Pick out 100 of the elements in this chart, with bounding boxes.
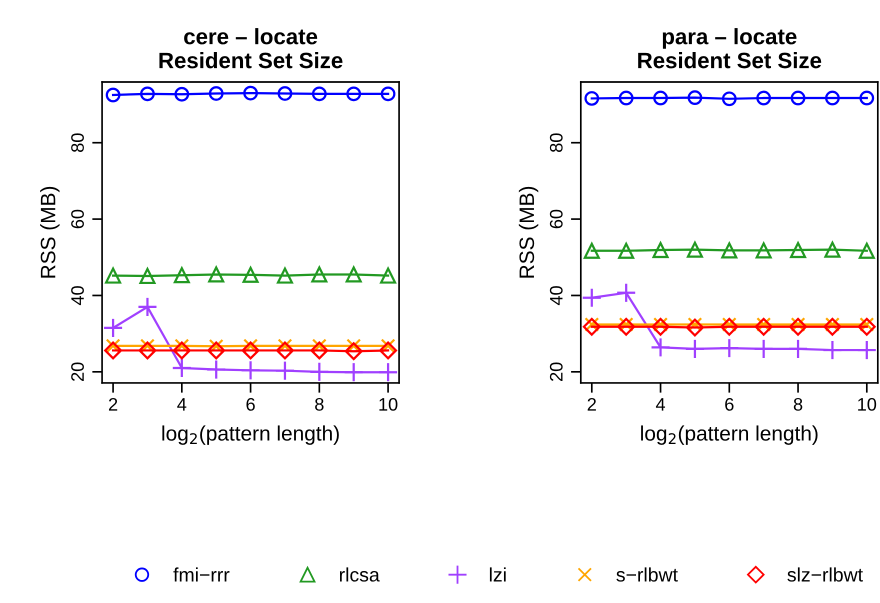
point xyxy=(380,86,396,102)
point xyxy=(858,318,876,336)
point xyxy=(208,86,224,101)
point xyxy=(824,242,840,258)
point xyxy=(208,266,224,283)
point xyxy=(859,90,874,106)
point xyxy=(309,362,330,382)
point xyxy=(652,242,669,258)
point xyxy=(822,340,843,360)
point xyxy=(311,266,328,283)
point xyxy=(856,340,877,360)
x-tick-label: 2 xyxy=(588,398,596,411)
point xyxy=(652,318,670,336)
point xyxy=(278,86,292,101)
point xyxy=(618,90,634,106)
point xyxy=(346,266,362,283)
point xyxy=(617,318,636,336)
point xyxy=(582,318,601,336)
x-axis-title: log$_{2}$(pattern length) xyxy=(162,425,339,445)
x-tick-label: 8 xyxy=(794,398,802,411)
point xyxy=(242,266,259,283)
point xyxy=(312,86,327,102)
point xyxy=(174,86,190,102)
point xyxy=(242,341,260,360)
point xyxy=(105,268,122,284)
chart-title: cere – locate Resident Set Size xyxy=(159,28,342,68)
point xyxy=(106,88,120,102)
point xyxy=(616,282,636,303)
point xyxy=(276,341,294,360)
legend-label: rlcsa xyxy=(340,567,380,582)
point xyxy=(310,341,328,360)
point xyxy=(139,268,156,284)
x-tick-label: 4 xyxy=(177,398,186,411)
point xyxy=(137,296,158,318)
y-tick-label: 20 xyxy=(550,362,563,381)
point xyxy=(380,268,396,284)
y-tick-label: 60 xyxy=(71,210,84,228)
y-tick-label: 40 xyxy=(71,286,84,306)
x-tick-label: 10 xyxy=(379,398,398,411)
point xyxy=(720,318,738,336)
chart-title: para – locate Resident Set Size xyxy=(638,28,822,68)
point xyxy=(788,338,808,360)
point xyxy=(790,242,806,258)
point xyxy=(756,90,772,106)
point xyxy=(138,341,156,360)
point xyxy=(243,86,258,100)
point xyxy=(172,341,191,360)
point xyxy=(858,242,875,259)
point xyxy=(582,288,602,308)
point xyxy=(172,358,192,378)
point xyxy=(174,267,190,284)
point xyxy=(754,318,773,336)
point xyxy=(584,242,600,259)
point xyxy=(686,318,704,337)
point xyxy=(653,90,668,106)
point xyxy=(790,90,806,106)
x-tick-label: 8 xyxy=(315,398,324,411)
y-tick-label: 80 xyxy=(550,133,563,152)
point xyxy=(756,242,772,258)
point xyxy=(789,318,808,336)
y-tick-label: 20 xyxy=(71,362,84,381)
legend-label: lzi xyxy=(490,567,506,582)
y-axis-title: RSS (MB) xyxy=(518,186,538,278)
x-tick-label: 10 xyxy=(858,398,876,411)
point xyxy=(207,341,226,360)
point xyxy=(379,341,398,360)
point xyxy=(206,359,226,380)
point xyxy=(719,338,740,358)
point xyxy=(823,318,842,336)
legend-label: fmi−rrr xyxy=(173,567,230,582)
point xyxy=(722,91,737,106)
point xyxy=(344,342,363,360)
point xyxy=(378,362,398,382)
point xyxy=(274,360,296,381)
x-tick-label: 2 xyxy=(108,398,118,411)
point xyxy=(276,268,294,284)
point xyxy=(688,90,702,106)
point xyxy=(754,338,774,360)
point xyxy=(721,242,738,258)
point xyxy=(825,90,840,106)
legend-label: slz−rlbwt xyxy=(787,567,863,582)
x-tick-label: 6 xyxy=(246,398,255,411)
point xyxy=(240,360,261,380)
y-axis-title: RSS (MB) xyxy=(40,186,60,278)
point xyxy=(344,362,364,382)
point xyxy=(650,337,671,358)
x-tick-label: 6 xyxy=(725,398,734,411)
point xyxy=(684,338,706,360)
x-tick-label: 4 xyxy=(656,398,666,411)
point xyxy=(584,91,600,106)
point xyxy=(618,242,634,259)
point xyxy=(346,86,362,102)
y-tick-label: 80 xyxy=(71,133,84,152)
point xyxy=(686,242,703,258)
y-tick-label: 60 xyxy=(550,210,563,228)
point xyxy=(102,318,124,338)
point xyxy=(140,86,155,102)
y-tick-label: 40 xyxy=(550,286,563,306)
x-axis-title: log$_{2}$(pattern length) xyxy=(641,425,818,445)
legend-label: s−rlbwt xyxy=(616,567,678,582)
